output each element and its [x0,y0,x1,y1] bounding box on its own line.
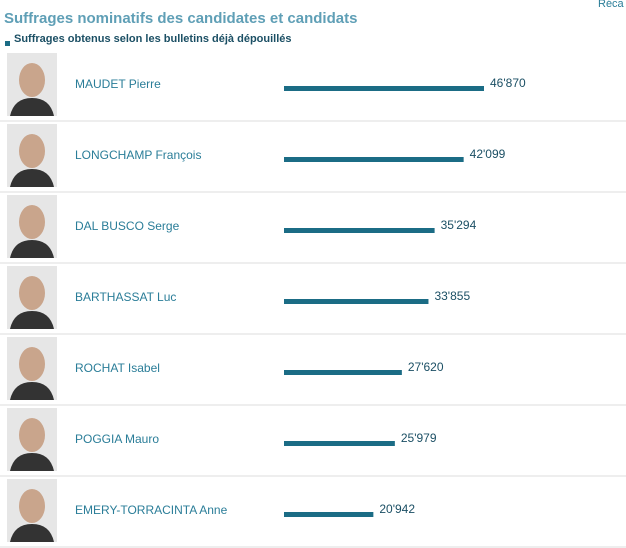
candidate-name: EMERY-TORRACINTA Anne [75,503,228,517]
value-label: 42'099 [470,147,506,161]
photo-face [19,205,45,239]
photo-face [19,489,45,523]
candidate-name: ROCHAT Isabel [75,361,160,375]
value-label: 20'942 [379,502,415,516]
value-label: 33'855 [434,289,470,303]
photo-face [19,134,45,168]
bar [284,299,429,304]
value-label: 25'979 [401,431,437,445]
photo-face [19,63,45,97]
photo-body [10,240,54,258]
chart-title: Suffrages nominatifs des candidates et c… [4,10,357,27]
candidate-name: BARTHASSAT Luc [75,290,176,304]
bar [284,441,395,446]
photo-body [10,524,54,542]
legend-label: Suffrages obtenus selon les bulletins dé… [14,33,292,45]
photo-body [10,98,54,116]
bar [284,86,484,91]
bar [284,512,374,517]
photo-body [10,169,54,187]
photo-body [10,311,54,329]
photo-body [10,382,54,400]
photo-face [19,276,45,310]
link[interactable]: Réca [598,0,625,10]
photo-body [10,453,54,471]
bar [284,370,402,375]
bar [284,228,435,233]
candidate-name: LONGCHAMP François [75,148,201,162]
value-label: 35'294 [441,218,477,232]
candidate-name: POGGIA Mauro [75,432,159,446]
bar [284,157,464,162]
value-label: 27'620 [408,360,444,374]
candidate-name: MAUDET Pierre [75,77,161,91]
candidate-name: DAL BUSCO Serge [75,219,180,233]
photo-face [19,418,45,452]
photo-face [19,347,45,381]
value-label: 46'870 [490,76,526,90]
legend-marker [5,41,10,46]
